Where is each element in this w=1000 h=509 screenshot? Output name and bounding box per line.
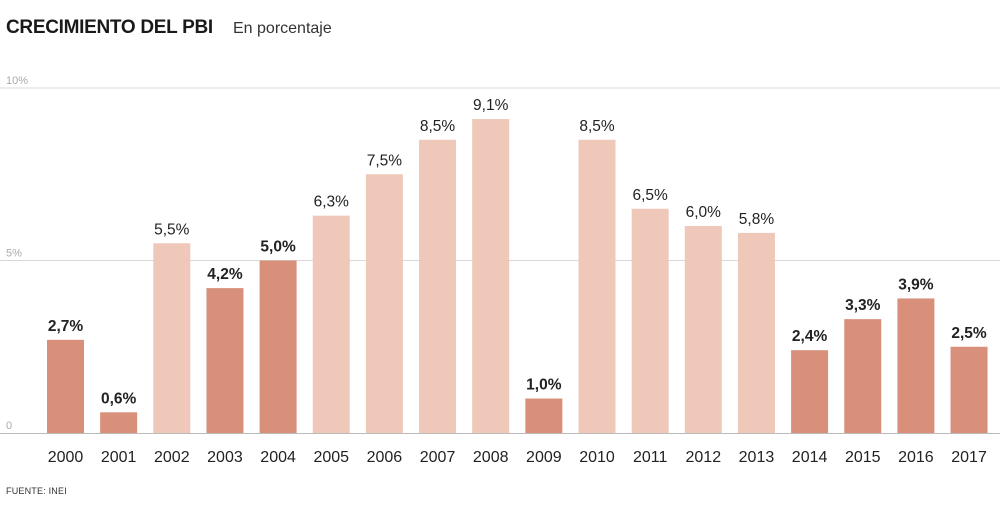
bar — [578, 139, 616, 433]
bar — [312, 215, 350, 433]
data-label: 5,0% — [260, 239, 296, 256]
x-tick-label: 2008 — [473, 449, 509, 466]
bar — [844, 319, 882, 433]
data-label: 0,6% — [101, 390, 137, 407]
data-label: 8,5% — [420, 118, 456, 135]
x-tick-label: 2004 — [260, 449, 296, 466]
chart-title: CRECIMIENTO DEL PBI — [6, 17, 213, 38]
data-label: 9,1% — [473, 97, 509, 114]
bar — [525, 398, 563, 433]
x-tick-label: 2009 — [526, 449, 562, 466]
x-tick-label: 2005 — [313, 449, 349, 466]
y-tick-label: 10% — [6, 75, 28, 87]
bar — [684, 226, 722, 433]
bar — [47, 339, 84, 433]
bar — [737, 232, 775, 433]
bar — [365, 174, 403, 433]
bar — [897, 298, 935, 433]
x-tick-label: 2013 — [739, 449, 775, 466]
data-label: 1,0% — [526, 377, 562, 394]
data-label: 2,4% — [792, 328, 828, 345]
x-tick-label: 2010 — [579, 449, 615, 466]
bar — [472, 119, 510, 434]
data-label: 7,5% — [367, 152, 403, 169]
x-tick-label: 2007 — [420, 449, 456, 466]
data-label: 2,5% — [951, 325, 987, 342]
data-label: 5,8% — [739, 211, 775, 228]
data-label: 5,5% — [154, 221, 190, 238]
bar — [950, 346, 988, 433]
data-label: 3,9% — [898, 276, 934, 293]
y-tick-label: 5% — [6, 248, 22, 260]
x-tick-label: 2003 — [207, 449, 243, 466]
x-tick-label: 2006 — [367, 449, 403, 466]
data-label: 6,3% — [314, 194, 350, 211]
x-tick-label: 2002 — [154, 449, 190, 466]
data-label: 3,3% — [845, 297, 881, 314]
x-tick-label: 2011 — [633, 449, 668, 466]
bar — [100, 412, 138, 433]
x-tick-label: 2016 — [898, 449, 934, 466]
x-tick-label: 2014 — [792, 449, 828, 466]
bar — [153, 243, 191, 433]
x-tick-label: 2015 — [845, 449, 881, 466]
bar — [259, 260, 297, 433]
bar — [631, 208, 669, 433]
x-tick-label: 2017 — [951, 449, 987, 466]
bar — [206, 288, 244, 433]
data-label: 6,0% — [686, 204, 722, 221]
y-tick-label: 0 — [6, 420, 12, 432]
data-label: 6,5% — [632, 187, 668, 204]
source-note: FUENTE: INEI — [6, 486, 67, 496]
x-tick-label: 2012 — [686, 449, 722, 466]
data-label: 8,5% — [579, 118, 615, 135]
chart-subtitle: En porcentaje — [233, 20, 332, 37]
data-label: 4,2% — [207, 266, 243, 283]
x-tick-label: 2001 — [101, 449, 137, 466]
data-label: 2,7% — [48, 318, 84, 335]
x-tick-label: 2000 — [48, 449, 84, 466]
bar — [419, 139, 457, 433]
bar — [791, 350, 829, 433]
